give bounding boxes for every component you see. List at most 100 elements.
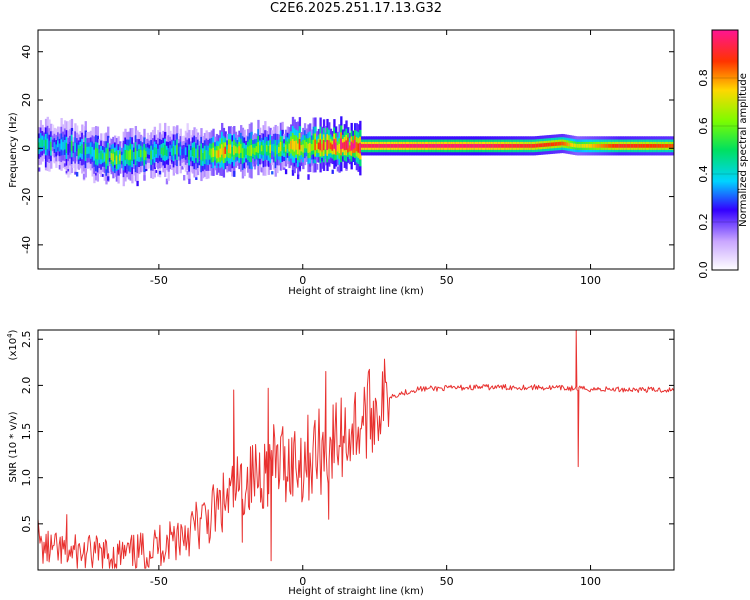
spectrogram-cell (63, 163, 67, 167)
spectrogram-cell (181, 166, 184, 170)
spectrogram-cell (661, 144, 664, 148)
snr-y-tick-label: 2.5 (20, 330, 33, 348)
spectrogram-cell (474, 144, 478, 148)
spectrogram-cell (326, 139, 329, 151)
spectrogram-cell (493, 144, 497, 148)
spectrogram-cell (169, 145, 172, 153)
spectrogram-cell (284, 144, 288, 152)
spectrogram-cell (581, 144, 585, 148)
spectrogram-cell (46, 138, 49, 150)
spectrogram-cell (573, 143, 576, 148)
spectrogram-cell (272, 144, 276, 153)
spectrogram-cell (67, 143, 70, 155)
spectrogram-cell (362, 144, 365, 148)
spectrogram-cell (79, 160, 82, 166)
spectrogram-cell (74, 142, 77, 153)
spectrogram-cell (595, 144, 599, 148)
spectrogram-cell (271, 171, 274, 175)
spectrogram-cell (597, 144, 600, 148)
spectrogram-cell (293, 141, 296, 152)
spectrogram-cell (203, 150, 207, 160)
spectrogram-cell (84, 143, 87, 155)
spectrogram-cell (531, 144, 535, 148)
spectrogram-cell (77, 148, 81, 156)
spectrogram-cell (307, 143, 310, 153)
spectrogram-cell (535, 143, 538, 148)
spectrogram-cell (105, 153, 108, 164)
spectrogram-cell (381, 144, 384, 148)
spectrogram-cell (172, 146, 176, 156)
spectrogram-cell (134, 148, 138, 160)
spectrogram-cell (126, 169, 129, 174)
spectrogram-cell (402, 144, 405, 148)
spectrogram-cell (150, 150, 153, 160)
spectrogram-cell (625, 144, 628, 148)
spectrogram-cell (423, 144, 426, 148)
spectrogram-cell (328, 140, 331, 149)
spectrogram-cell (274, 145, 277, 156)
spectrogram-cell (412, 144, 416, 148)
spectrogram-cell (588, 144, 592, 148)
spectrogram-cell (397, 144, 400, 148)
spectrogram-cell (179, 146, 182, 156)
spectrogram-cell (331, 169, 334, 174)
spectrogram-cell (119, 154, 122, 161)
spectrogram-cell (464, 144, 467, 148)
spectrogram-cell (353, 140, 357, 149)
spectrogram-cell (88, 146, 91, 154)
spectrogram-cell (341, 142, 345, 149)
spectrogram-cell (217, 163, 220, 167)
spectrogram-cell (96, 148, 100, 160)
spectrogram-cell (207, 150, 210, 160)
snr-frame (37, 329, 675, 571)
spectrogram-cell (436, 144, 440, 148)
spectrogram-cell (486, 144, 490, 148)
spectrogram-cell (315, 163, 319, 170)
spectrogram-cell (146, 147, 150, 155)
spectrogram-plot: -50 0 50 100 -40 -20 0 20 40 Height of straight… (8, 29, 675, 297)
spectrogram-cell (164, 144, 167, 156)
spectrogram-cell (568, 142, 571, 147)
spectrogram-cell (590, 144, 593, 148)
spectrogram-cell (512, 144, 516, 148)
spectrogram-cell (433, 144, 436, 148)
spectrogram-cell (224, 146, 227, 154)
spectrogram-cell (612, 144, 616, 148)
spectrogram-cell (252, 147, 255, 154)
spectrogram-cell (94, 147, 98, 159)
spectrogram-cell (393, 144, 397, 148)
spectrogram-cell (279, 141, 283, 152)
spectrogram-cell (457, 144, 460, 148)
spectrogram-cell (310, 143, 314, 152)
spectrogram-cell (291, 138, 295, 150)
spectrogram-cell (478, 144, 481, 148)
spectrogram-cell (526, 144, 529, 148)
spectrogram-cell (240, 143, 243, 153)
spectrogram-cell (455, 144, 459, 148)
spectrogram-cell (145, 151, 148, 158)
spectrogram-cell (153, 147, 157, 158)
spectrogram-cell (328, 162, 331, 165)
spectrogram-cell (611, 144, 614, 148)
spectrogram-cell (38, 167, 41, 172)
spectrogram-cell (347, 141, 350, 149)
spectrogram-cell (602, 144, 605, 148)
spectrogram-cell (626, 144, 630, 148)
spectrogram-cell (580, 144, 583, 148)
spectrogram-cell (410, 144, 414, 148)
spectrogram-cell (550, 142, 554, 147)
spectrogram-cell (666, 144, 669, 148)
spectrogram-cell (290, 140, 293, 149)
spectrogram-cell (122, 153, 125, 165)
spectrogram-cell (226, 149, 229, 157)
snr-y-tick-label: 2.0 (20, 377, 33, 395)
spectrogram-cell (231, 146, 234, 157)
spectrogram-cell (386, 144, 390, 148)
spectrogram-cell (38, 142, 41, 150)
spectrogram-cell (62, 141, 65, 151)
spectrogram-cell (609, 144, 612, 148)
spectrogram-cell (336, 145, 340, 152)
spectrogram-cell (155, 170, 158, 173)
spectrogram-cell (466, 144, 469, 148)
